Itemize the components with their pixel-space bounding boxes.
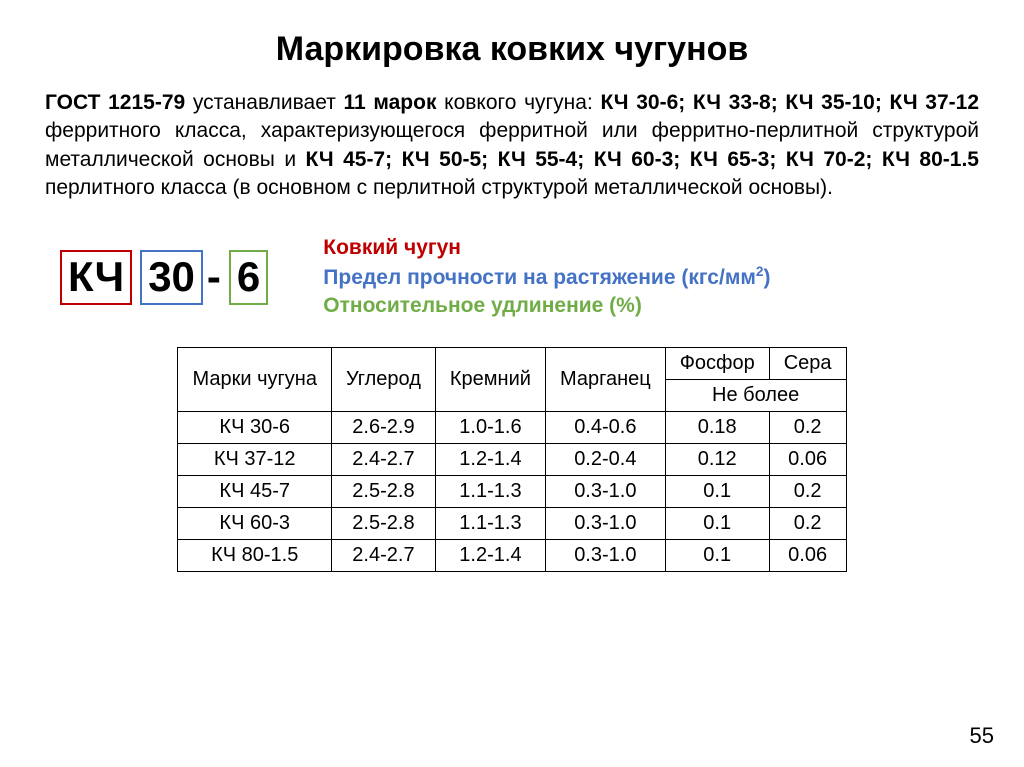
intro-paragraph: ГОСТ 1215-79 устанавливает 11 марок ковк…: [45, 89, 979, 202]
table-cell: 0.4-0.6: [545, 412, 665, 444]
table-cell: 0.2: [769, 476, 846, 508]
th-manganese: Марганец: [545, 348, 665, 412]
table-cell: 2.6-2.9: [331, 412, 435, 444]
th-grade: Марки чугуна: [178, 348, 332, 412]
table-cell: КЧ 80-1.5: [178, 540, 332, 572]
table-cell: 1.1-1.3: [435, 476, 545, 508]
composition-table: Марки чугуна Углерод Кремний Марганец Фо…: [177, 347, 846, 572]
th-nomore: Не более: [665, 380, 846, 412]
th-sulfur: Сера: [769, 348, 846, 380]
table-cell: 0.1: [665, 540, 769, 572]
marking-legend-row: КЧ 30 - 6 Ковкий чугун Предел прочности …: [45, 232, 979, 322]
page-title: Маркировка ковких чугунов: [45, 30, 979, 69]
table-cell: 0.06: [769, 540, 846, 572]
th-phosphorus: Фосфор: [665, 348, 769, 380]
table-cell: 1.2-1.4: [435, 540, 545, 572]
th-carbon: Углерод: [331, 348, 435, 412]
table-cell: 0.2: [769, 412, 846, 444]
mark-part-elong: 6: [229, 250, 268, 304]
table-cell: 2.5-2.8: [331, 476, 435, 508]
marking-example: КЧ 30 - 6: [60, 250, 268, 304]
page-number: 55: [970, 723, 994, 749]
table-cell: 0.3-1.0: [545, 508, 665, 540]
table-cell: 1.2-1.4: [435, 444, 545, 476]
table-cell: 0.2: [769, 508, 846, 540]
marking-legend: Ковкий чугун Предел прочности на растяже…: [323, 232, 770, 322]
legend-green: Относительное удлинение (%): [323, 294, 770, 318]
table-cell: КЧ 30-6: [178, 412, 332, 444]
table-row: КЧ 45-72.5-2.81.1-1.30.3-1.00.10.2: [178, 476, 846, 508]
table-cell: 2.4-2.7: [331, 540, 435, 572]
table-row: КЧ 30-62.6-2.91.0-1.60.4-0.60.180.2: [178, 412, 846, 444]
mark-part-strength: 30: [140, 250, 203, 304]
legend-blue-prefix: Предел прочности на растяжение (кгс/мм: [323, 266, 756, 289]
legend-blue-suffix: ): [764, 266, 771, 289]
table-row: КЧ 37-122.4-2.71.2-1.40.2-0.40.120.06: [178, 444, 846, 476]
table-cell: КЧ 60-3: [178, 508, 332, 540]
legend-red: Ковкий чугун: [323, 236, 770, 260]
table-row: КЧ 60-32.5-2.81.1-1.30.3-1.00.10.2: [178, 508, 846, 540]
table-cell: 0.3-1.0: [545, 476, 665, 508]
legend-blue: Предел прочности на растяжение (кгс/мм2): [323, 264, 770, 290]
table-cell: 0.1: [665, 508, 769, 540]
table-cell: 2.4-2.7: [331, 444, 435, 476]
table-cell: 0.06: [769, 444, 846, 476]
table-cell: 1.0-1.6: [435, 412, 545, 444]
legend-blue-sup: 2: [756, 264, 764, 279]
table-cell: 0.3-1.0: [545, 540, 665, 572]
th-silicon: Кремний: [435, 348, 545, 412]
mark-part-kch: КЧ: [60, 250, 132, 304]
table-cell: 0.2-0.4: [545, 444, 665, 476]
table-cell: КЧ 37-12: [178, 444, 332, 476]
table-cell: 0.12: [665, 444, 769, 476]
table-cell: 0.1: [665, 476, 769, 508]
table-cell: 1.1-1.3: [435, 508, 545, 540]
mark-dash: -: [207, 253, 221, 301]
table-cell: КЧ 45-7: [178, 476, 332, 508]
table-cell: 0.18: [665, 412, 769, 444]
table-row: КЧ 80-1.52.4-2.71.2-1.40.3-1.00.10.06: [178, 540, 846, 572]
table-cell: 2.5-2.8: [331, 508, 435, 540]
